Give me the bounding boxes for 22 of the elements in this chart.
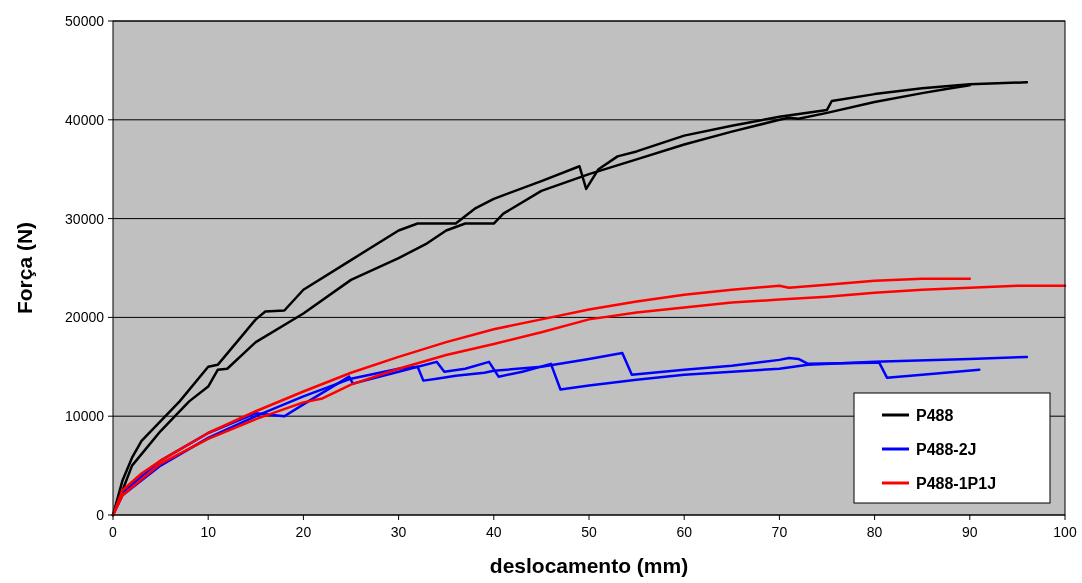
y-tick-label: 30000 [65, 210, 105, 227]
x-axis-title: deslocamento (mm) [489, 554, 689, 577]
y-tick-label: 50000 [65, 13, 105, 29]
y-axis-title: Força (N) [13, 221, 36, 315]
legend-label: P488-2J [916, 441, 977, 458]
y-tick-label: 0 [96, 507, 105, 523]
x-tick-label: 90 [962, 524, 978, 540]
x-tick-label: 0 [109, 524, 118, 540]
x-tick-label: 30 [390, 524, 407, 540]
y-tick-label: 40000 [65, 111, 105, 128]
y-tick-label: 10000 [65, 408, 105, 425]
x-tick-label: 70 [771, 524, 788, 540]
x-tick-label: 20 [295, 524, 312, 540]
y-tick-label: 20000 [65, 309, 105, 326]
x-tick-label: 60 [676, 524, 693, 540]
x-tick-label: 80 [866, 524, 883, 540]
legend-label: P488 [916, 407, 954, 424]
x-tick-label: 100 [1053, 524, 1077, 540]
legend-label: P488-1P1J [916, 475, 997, 492]
x-tick-label: 40 [486, 524, 502, 540]
x-tick-label: 10 [200, 524, 217, 540]
x-tick-label: 50 [581, 524, 597, 540]
